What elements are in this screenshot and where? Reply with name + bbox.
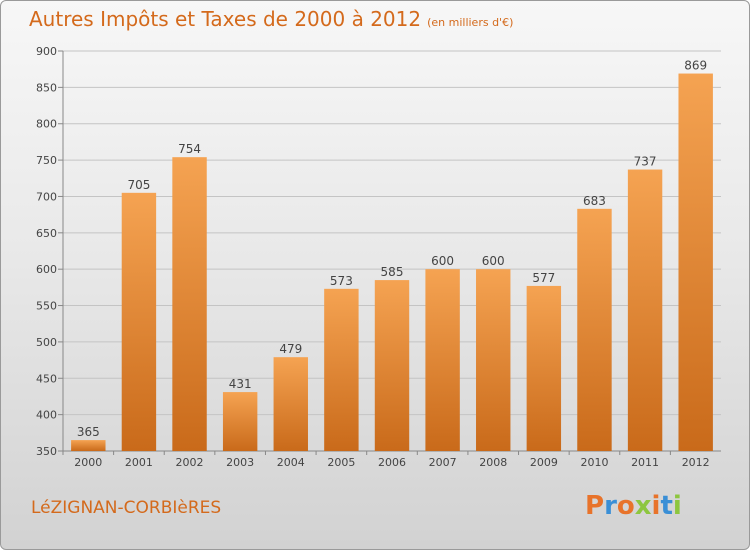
data-label-2011: 737 xyxy=(634,155,657,169)
x-tick-label: 2004 xyxy=(277,456,305,469)
x-tick-label: 2008 xyxy=(479,456,507,469)
bar-2000 xyxy=(71,440,106,451)
x-tick-label: 2007 xyxy=(429,456,457,469)
data-label-2009: 577 xyxy=(532,271,555,285)
logo-letter: o xyxy=(616,491,635,521)
bar-2007 xyxy=(425,269,460,451)
bars xyxy=(71,73,713,451)
data-label-2000: 365 xyxy=(77,425,100,439)
x-tick-label: 2000 xyxy=(74,456,102,469)
y-tick-label: 900 xyxy=(36,45,57,58)
chart-subtitle: (en milliers d'€) xyxy=(427,16,514,29)
y-tick-label: 750 xyxy=(36,154,57,167)
data-label-2008: 600 xyxy=(482,254,505,268)
y-tick-label: 850 xyxy=(36,81,57,94)
bar-2002 xyxy=(172,157,207,451)
data-label-2005: 573 xyxy=(330,274,353,288)
bar-2004 xyxy=(273,357,308,451)
proxiti-logo: Proxiti xyxy=(585,491,682,521)
commune-name: LéZIGNAN-CORBIèRES xyxy=(31,498,222,518)
bar-2005 xyxy=(324,288,359,451)
y-tick-label: 700 xyxy=(36,190,57,203)
data-label-2004: 479 xyxy=(279,342,302,356)
data-label-2003: 431 xyxy=(229,377,252,391)
bar-2009 xyxy=(526,285,562,451)
logo-letter: x xyxy=(634,491,652,521)
bar-2001 xyxy=(121,192,157,451)
logo-letter: t xyxy=(660,491,673,521)
x-tick-label: 2002 xyxy=(176,456,204,469)
logo-letter: P xyxy=(585,491,605,521)
data-label-2002: 754 xyxy=(178,142,201,156)
x-tick-label: 2010 xyxy=(580,456,608,469)
data-labels: 365 705 754 431 479 573 585 600 600 577 683 737 869 xyxy=(77,59,707,440)
data-label-2007: 600 xyxy=(431,254,454,268)
logo-letter: i xyxy=(651,491,661,521)
x-tick-label: 2001 xyxy=(125,456,153,469)
x-tick-label: 2011 xyxy=(631,456,659,469)
y-tick-label: 650 xyxy=(36,227,57,240)
y-tick-label: 350 xyxy=(36,445,57,458)
bar-2010 xyxy=(577,208,612,451)
data-label-2001: 705 xyxy=(127,178,150,192)
logo-letter: i xyxy=(672,491,682,521)
y-tick-label: 450 xyxy=(36,372,57,385)
y-tick-label: 500 xyxy=(36,336,57,349)
bar-2006 xyxy=(374,280,410,451)
data-label-2012: 869 xyxy=(684,59,707,73)
y-tick-label: 600 xyxy=(36,263,57,276)
chart-title-block: Autres Impôts et Taxes de 2000 à 2012 (en… xyxy=(29,7,513,31)
x-tick-label: 2003 xyxy=(226,456,254,469)
data-label-2010: 683 xyxy=(583,194,606,208)
bar-2003 xyxy=(222,392,258,451)
y-tick-label: 400 xyxy=(36,409,57,422)
chart-title: Autres Impôts et Taxes de 2000 à 2012 xyxy=(29,7,422,31)
x-tick-label: 2005 xyxy=(327,456,355,469)
bar-2008 xyxy=(476,269,511,451)
x-tick-label: 2006 xyxy=(378,456,406,469)
x-tick-label: 2009 xyxy=(530,456,558,469)
bar-2012 xyxy=(678,73,713,451)
x-tick-label: 2012 xyxy=(682,456,710,469)
y-tick-label: 800 xyxy=(36,118,57,131)
data-label-2006: 585 xyxy=(381,265,404,279)
y-tick-label: 550 xyxy=(36,300,57,313)
bar-2011 xyxy=(627,169,663,451)
logo-letter: r xyxy=(604,491,617,521)
